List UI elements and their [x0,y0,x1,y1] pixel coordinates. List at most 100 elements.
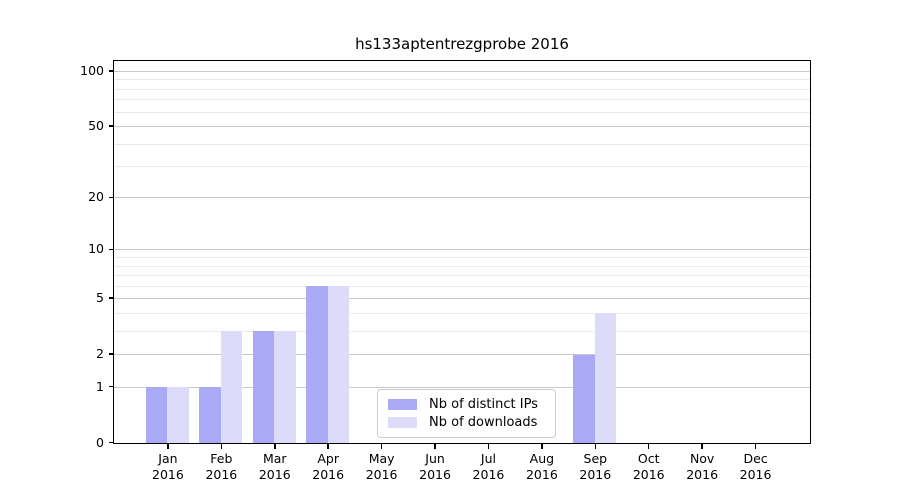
major-gridline [114,70,810,72]
x-tick-mark [647,444,650,449]
x-tick-label-month: Feb [210,450,233,466]
x-tick-mark [594,444,597,449]
x-tick-label-month: Jun [425,450,445,466]
bar-nb-of-distinct-ips [306,286,328,443]
x-tick-label-month: Oct [637,450,660,466]
x-tick-label-year: 2016 [152,467,184,482]
x-tick-label-year: 2016 [579,467,612,482]
x-tick-label: Aug 2016 [507,451,577,484]
minor-gridline [114,265,810,267]
x-tick-label: Jun 2016 [400,451,470,484]
x-tick-mark [701,444,703,449]
x-tick-label-year: 2016 [739,467,772,482]
minor-gridline [114,330,810,332]
x-tick-label-year: 2016 [419,467,451,482]
legend-entry: Nb of downloads [388,415,545,430]
x-tick-label: Feb 2016 [186,451,256,484]
x-tick-label-year: 2016 [632,467,665,482]
x-tick-mark [274,444,276,449]
y-tick-label: 20 [88,189,104,205]
minor-gridline [114,111,810,113]
y-tick-mark [108,441,113,444]
x-tick-mark [167,444,169,449]
y-tick-mark [108,353,113,355]
x-tick-label-year: 2016 [312,467,345,482]
y-tick-label: 10 [88,241,104,257]
major-gridline [114,249,810,251]
legend-color-swatch [388,399,417,410]
minor-gridline [114,275,810,277]
major-gridline [114,298,810,300]
x-tick-mark [327,444,329,449]
x-tick-label-month: Jul [480,450,496,466]
x-tick-mark [434,444,436,449]
x-tick-label: Nov 2016 [667,451,737,484]
plot-area [113,59,811,444]
x-tick-label-year: 2016 [525,467,558,482]
legend-entry: Nb of distinct IPs [388,397,545,412]
y-tick-mark [108,125,113,127]
minor-gridline [114,285,810,287]
x-tick-mark [487,444,490,449]
x-tick-label-month: Sep [583,450,608,466]
y-tick-label: 2 [96,346,104,362]
major-gridline [114,354,810,356]
bar-nb-of-downloads [594,313,617,443]
x-tick-label-year: 2016 [365,467,398,482]
major-gridline [114,197,810,199]
x-tick-mark [754,444,757,449]
y-tick-mark [108,248,113,251]
major-gridline [114,125,810,127]
minor-gridline [114,257,810,259]
x-tick-label-month: Apr [317,450,339,466]
x-tick-label-month: Dec [743,450,768,466]
x-tick-mark [380,444,383,449]
x-tick-label-month: Jan [158,450,178,466]
x-tick-label-year: 2016 [686,467,719,482]
y-tick-label: 50 [88,117,104,133]
legend-label: Nb of downloads [429,415,538,430]
minor-gridline [114,79,810,81]
minor-gridline [114,143,810,145]
minor-gridline [114,88,810,90]
bar-nb-of-distinct-ips [252,331,275,443]
x-tick-label: Sep 2016 [560,451,630,484]
x-tick-label-month: Mar [262,450,287,466]
x-tick-label: Jan 2016 [133,451,203,484]
bar-nb-of-downloads [220,331,243,443]
x-tick-label-month: Nov [689,450,715,466]
x-tick-label: Oct 2016 [614,451,684,484]
y-tick-mark [108,196,113,199]
bar-nb-of-distinct-ips [573,354,595,443]
major-gridline [114,386,810,388]
y-tick-label: 0 [96,434,104,450]
x-tick-label-month: Aug [529,450,555,466]
x-tick-label: May 2016 [347,451,417,484]
x-tick-label: Jul 2016 [453,451,523,484]
x-tick-label-year: 2016 [472,467,505,482]
y-tick-mark [108,70,113,72]
legend-color-swatch [388,417,417,428]
bar-nb-of-downloads [274,331,296,443]
chart-legend: Nb of distinct IPs Nb of downloads [377,389,556,438]
legend-label: Nb of distinct IPs [429,397,538,412]
bar-nb-of-distinct-ips [146,387,168,443]
y-tick-label: 1 [96,378,104,394]
y-tick-label: 100 [80,62,104,78]
minor-gridline [114,166,810,168]
x-tick-mark [541,444,543,449]
bar-nb-of-distinct-ips [199,387,221,443]
bar-nb-of-downloads [167,387,189,443]
minor-gridline [114,99,810,101]
x-tick-label-month: May [368,450,395,466]
x-tick-label: Mar 2016 [240,451,310,484]
y-tick-mark [108,297,113,299]
y-tick-mark [108,385,113,388]
y-tick-label: 5 [96,290,104,306]
x-tick-label: Apr 2016 [293,451,363,484]
minor-gridline [114,312,810,314]
bar-nb-of-downloads [327,286,350,443]
x-tick-label-year: 2016 [205,467,238,482]
